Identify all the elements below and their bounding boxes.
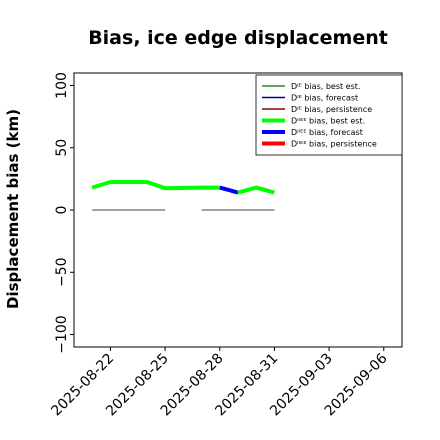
legend-entry: Dᴵᴵᴱᴱ bias, best est. bbox=[291, 117, 365, 126]
series-line-1 bbox=[219, 185, 239, 195]
series-layer bbox=[91, 180, 275, 211]
series-line-0 bbox=[91, 180, 220, 191]
y-axis: 100 50 0 −50 −100 bbox=[54, 72, 74, 354]
chart-title: Bias, ice edge displacement bbox=[88, 27, 388, 49]
legend-entry: Dᴵᴱ bias, forecast bbox=[291, 94, 358, 103]
legend-entry: Dᴵᴱ bias, best est. bbox=[291, 82, 360, 91]
y-axis-label: Displacement bias (km) bbox=[4, 109, 22, 309]
y-tick-label: 100 bbox=[54, 72, 70, 99]
legend-entry: Dᴵᴵᴱᴱ bias, forecast bbox=[291, 128, 363, 137]
y-tick-label: 50 bbox=[54, 139, 70, 157]
x-axis: 2025-08-222025-08-252025-08-282025-08-31… bbox=[48, 347, 391, 419]
y-tick-label: 0 bbox=[54, 206, 70, 215]
y-tick-label: −50 bbox=[54, 257, 70, 287]
legend-entry: Dᴵᴱ bias, persistence bbox=[291, 105, 372, 114]
legend-entry: Dᴵᴵᴱᴱ bias, persistence bbox=[291, 140, 377, 149]
y-tick-label: −100 bbox=[54, 315, 70, 353]
series-line-2 bbox=[237, 185, 275, 195]
legend: Dᴵᴱ bias, best est. Dᴵᴱ bias, forecast Dᴵᴱ… bbox=[255, 74, 403, 156]
